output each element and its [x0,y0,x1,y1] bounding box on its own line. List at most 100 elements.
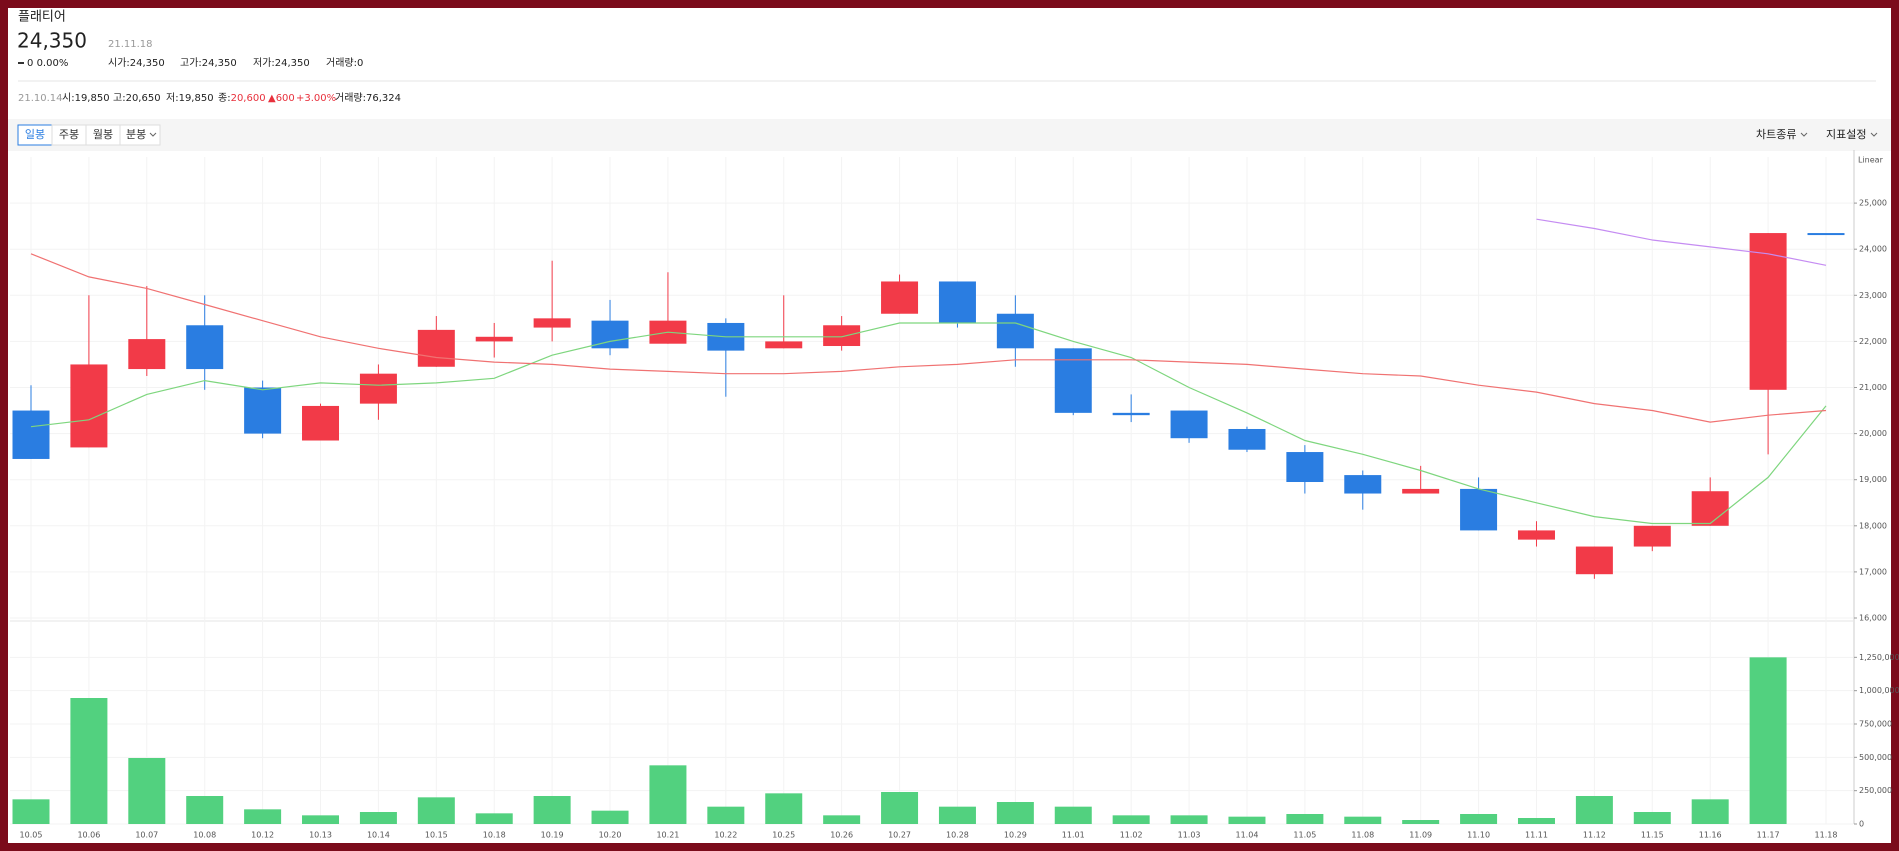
candle-body [881,281,919,314]
button-label[interactable]: 주봉 [59,128,79,141]
x-tick-label: 10.20 [599,831,622,840]
x-tick-label: 10.18 [483,831,506,840]
info-change-rate: +3.00% [296,93,336,104]
button-label[interactable]: 분봉 [126,128,146,141]
y-tick-label: 19,000 [1859,475,1887,484]
candle-body [823,325,861,347]
candle-body [128,339,166,370]
candle-body [12,410,50,459]
chart-type-menu[interactable]: 차트종류 [1756,128,1808,141]
x-tick-label: 10.08 [193,831,216,840]
candle-body [1170,410,1208,439]
moving-average [30,322,1827,525]
field-value: 24,350 [202,58,237,69]
y-tick-label: 24,000 [1859,245,1887,254]
candle-body [591,320,629,349]
moving-average [1536,218,1827,266]
x-tick-label: 10.22 [714,831,737,840]
volume-bar [475,813,513,824]
scale-label: Linear [1858,156,1884,165]
x-tick-label: 11.03 [1178,831,1201,840]
chevron [1800,132,1808,137]
volume-bar [186,796,224,824]
volume-bar [533,796,571,824]
y-tick-label: 1,250,000 [1859,653,1899,662]
y-tick-label: 23,000 [1859,291,1887,300]
field-label: 고: [113,93,126,104]
volume-bar [1228,816,1266,824]
candle-body [996,313,1034,349]
volume-bar [1402,820,1440,824]
field-label: 시가: [108,57,130,69]
button-label[interactable]: 월봉 [93,128,113,141]
y-tick-label: 21,000 [1859,383,1887,392]
volume-bar [359,812,397,824]
y-tick-label: 20,000 [1859,429,1887,438]
volume-bar [707,806,745,824]
volume-bar [70,698,108,824]
x-tick-label: 11.12 [1583,831,1606,840]
field-value: 0 [357,58,363,69]
candle-body [1112,412,1150,416]
field-label: 저가: [253,57,275,69]
volume-bar [1170,815,1208,824]
y-tick-label: 1,000,000 [1859,686,1899,695]
period-button[interactable]: 일봉 [17,124,53,146]
indicator-menu[interactable]: 지표설정 [1826,128,1878,141]
y-tick-label: 25,000 [1859,199,1887,208]
chart-type[interactable]: 차트종류 [1756,128,1796,141]
candle-body [70,364,108,448]
volume-bar [1344,816,1382,824]
x-tick-label: 10.05 [20,831,43,840]
field-label: 저: [166,92,179,104]
field-value: 19,850 [179,93,214,104]
volume-bar [1691,799,1729,824]
candle-body [1517,530,1555,540]
stock-name: 플래티어 [18,10,66,25]
volume-bar [1749,657,1787,824]
x-tick-label: 11.04 [1236,831,1259,840]
field-value: 24,350 [275,58,310,69]
x-tick-label: 11.02 [1120,831,1143,840]
volume-bar [1517,818,1555,824]
volume-bar [12,799,50,824]
candle-body [244,387,282,434]
x-tick-label: 10.13 [309,831,332,840]
volume-bar [881,792,919,824]
button-label[interactable]: 일봉 [25,127,45,141]
x-tick-label: 11.15 [1641,831,1664,840]
indicator[interactable]: 지표설정 [1826,128,1866,141]
x-tick-label: 11.16 [1699,831,1722,840]
candle-body [1054,348,1092,413]
candle-body [765,341,803,349]
button-box[interactable] [119,124,161,146]
x-tick-label: 11.10 [1467,831,1490,840]
volume-bar [823,815,861,824]
candle-body [1691,491,1729,526]
y-tick-label: 750,000 [1859,720,1892,729]
period-button[interactable]: 분봉 [119,124,161,146]
field: 고가:24,350 [180,57,237,69]
x-tick-label: 11.11 [1525,831,1548,840]
volume-bar [1286,814,1324,824]
volume-bar [1112,815,1150,824]
y-tick-label: 18,000 [1859,521,1887,530]
volume-bar [649,765,687,824]
x-tick-label: 10.29 [1004,831,1027,840]
x-tick-label: 10.26 [830,831,853,840]
field-label: 고가: [180,57,202,69]
x-tick-label: 11.05 [1293,831,1316,840]
field-label: 거래량: [326,57,357,69]
period-button[interactable]: 주봉 [51,124,87,146]
candle-body [1460,488,1498,531]
field: 저가:24,350 [253,57,310,69]
volume-bar [996,802,1034,824]
change: 0 0.00% [27,58,68,69]
period-button[interactable]: 월봉 [85,124,121,146]
x-tick-label: 10.06 [77,831,100,840]
x-tick-label: 10.28 [946,831,969,840]
field: 저:19,850 [166,92,214,104]
candle-body [938,281,976,323]
volume-bar [591,810,629,824]
